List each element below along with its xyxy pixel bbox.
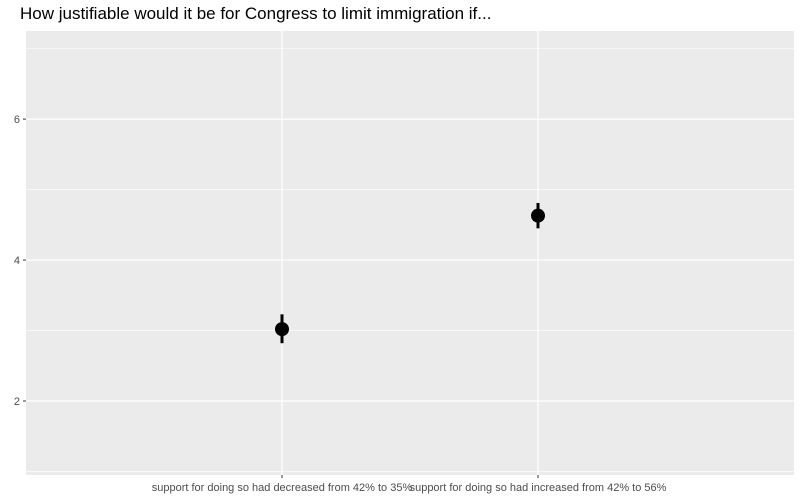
plot-panel [26, 31, 794, 475]
y-tick-label: 2 [14, 396, 20, 408]
x-tick-label: support for doing so had decreased from … [152, 482, 413, 494]
data-point [531, 208, 545, 223]
data-marks [275, 202, 545, 344]
y-tick-label: 4 [14, 255, 20, 267]
chart-title: How justifiable would it be for Congress… [20, 4, 492, 23]
y-axis: 2 4 6 [14, 114, 26, 408]
data-point [275, 322, 289, 337]
x-tick-label: support for doing so had increased from … [410, 482, 667, 494]
x-axis: support for doing so had decreased from … [152, 475, 667, 494]
major-gridlines [26, 31, 794, 475]
y-tick-label: 6 [14, 114, 20, 126]
minor-gridlines [26, 48, 794, 472]
